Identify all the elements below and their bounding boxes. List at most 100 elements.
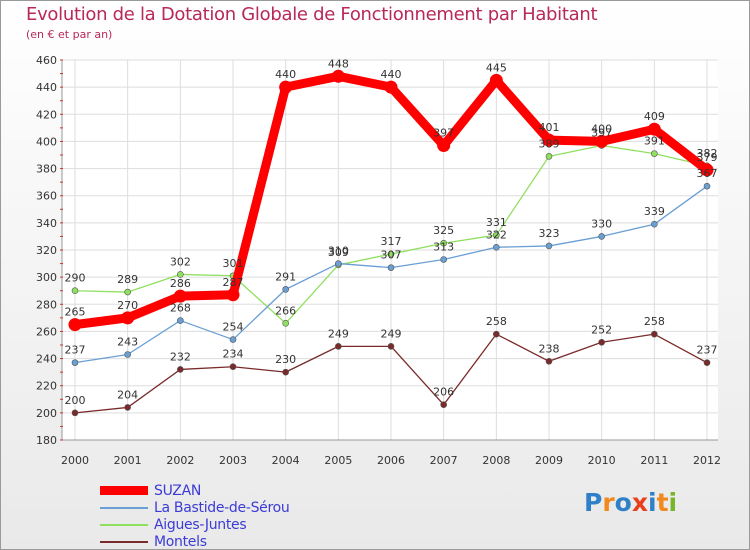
data-label-aigues-juntes-2000: 290 [65,272,86,285]
data-point-la-bastide-de-serou-2003 [229,336,237,343]
data-label-la-bastide-de-serou-2004: 291 [275,270,296,283]
data-label-aigues-juntes-2003: 301 [223,257,244,270]
data-label-la-bastide-de-serou-2003: 254 [223,321,244,334]
chart-title: Evolution de la Dotation Globale de Fonc… [26,4,598,25]
data-point-montels-2005 [335,343,342,350]
data-point-aigues-juntes-2007 [440,239,447,247]
data-point-montels-2001 [124,404,131,411]
x-tick-label-2000: 2000 [61,454,89,467]
data-label-montels-2010: 252 [591,323,612,336]
data-label-aigues-juntes-2001: 289 [117,273,138,286]
data-point-montels-2006 [387,343,395,350]
x-tick-label-2006: 2006 [377,454,405,467]
y-tick-label-180: 180 [36,434,57,447]
data-point-montels-2009 [545,357,553,365]
data-label-montels-2004: 230 [275,353,296,366]
data-point-suzan-2005 [331,69,345,83]
y-tick-label-320: 320 [36,244,57,257]
legend-item: La Bastide-de-Sérou [100,499,290,516]
y-tick-label-400: 400 [36,135,57,148]
y-tick-label-380: 380 [36,163,57,176]
data-point-la-bastide-de-serou-2007 [440,256,447,263]
logo-letter: x [631,488,648,517]
data-point-aigues-juntes-2006 [387,250,395,258]
data-point-aigues-juntes-2009 [545,153,553,160]
data-point-montels-2011 [651,330,658,338]
y-tick-label-440: 440 [36,81,57,94]
data-label-montels-2001: 204 [117,388,138,401]
data-label-montels-2007: 206 [433,386,454,399]
data-point-la-bastide-de-serou-2004 [282,286,289,293]
data-label-la-bastide-de-serou-2005: 310 [328,245,349,258]
x-tick-label-2008: 2008 [482,454,510,467]
data-label-aigues-juntes-2007: 325 [433,224,454,237]
proxiti-logo: Proxiti [584,488,677,517]
legend-label: SUZAN [154,482,202,499]
data-point-la-bastide-de-serou-2011 [651,220,658,228]
data-point-la-bastide-de-serou-2009 [545,242,553,250]
y-tick-label-200: 200 [36,407,57,420]
data-point-aigues-juntes-2000 [71,287,79,295]
data-label-la-bastide-de-serou-2010: 330 [591,217,612,230]
data-label-montels-2012: 237 [697,344,718,357]
data-point-suzan-2002 [173,289,187,303]
data-point-suzan-2000 [68,318,82,332]
x-tick-label-2004: 2004 [272,454,300,467]
y-tick-label-220: 220 [36,380,57,393]
data-point-la-bastide-de-serou-2005 [335,260,342,267]
legend-label: Aigues-Juntes [154,516,247,533]
data-label-aigues-juntes-2010: 397 [591,127,612,140]
data-label-suzan-2012: 379 [697,151,718,164]
x-tick-label-2011: 2011 [640,454,668,467]
data-label-aigues-juntes-2008: 331 [486,216,507,229]
data-label-montels-2009: 238 [539,342,560,355]
data-point-montels-2010 [598,338,605,346]
logo-letter: i [648,488,657,517]
legend-item: Montels [100,533,289,550]
x-tick-label-2012: 2012 [693,454,721,467]
legend-item: SUZAN [100,482,289,499]
data-point-la-bastide-de-serou-2000 [71,359,79,366]
data-label-suzan-2000: 265 [65,306,86,319]
logo-letter: P [584,488,603,517]
legend-swatch [100,540,148,543]
data-label-montels-2005: 249 [328,327,349,340]
data-label-la-bastide-de-serou-2012: 367 [697,167,718,180]
legend-swatch [100,523,148,526]
data-point-montels-2012 [703,359,711,366]
data-point-la-bastide-de-serou-2006 [387,264,395,271]
data-label-la-bastide-de-serou-2001: 243 [117,336,138,349]
data-label-montels-2003: 234 [223,348,244,361]
data-label-suzan-2003: 287 [223,276,244,289]
data-label-montels-2008: 258 [486,315,507,328]
data-point-la-bastide-de-serou-2012 [703,182,711,190]
data-label-suzan-2002: 286 [170,277,191,290]
data-point-la-bastide-de-serou-2008 [493,243,500,251]
data-label-la-bastide-de-serou-2007: 313 [433,241,454,254]
data-point-aigues-juntes-2004 [282,319,289,327]
y-tick-label-420: 420 [36,108,57,121]
data-point-suzan-2007 [437,139,451,152]
data-label-suzan-2004: 440 [275,68,296,81]
data-label-montels-2011: 258 [644,315,665,328]
data-point-suzan-2001 [121,311,135,325]
data-point-montels-2000 [71,409,79,417]
data-label-suzan-2011: 409 [644,110,665,123]
data-label-suzan-2001: 270 [117,299,138,312]
data-label-la-bastide-de-serou-2009: 323 [539,227,560,240]
data-label-aigues-juntes-2005: 309 [328,246,349,259]
data-label-aigues-juntes-2011: 391 [644,135,665,148]
chart-subtitle: (en € et par an) [26,28,113,41]
data-label-suzan-2006: 440 [381,68,402,81]
data-point-montels-2003 [229,363,237,371]
y-tick-label-460: 460 [36,54,57,67]
y-tick-label-280: 280 [36,298,57,311]
data-label-la-bastide-de-serou-2000: 237 [65,344,86,357]
legend-swatch [100,486,148,495]
data-point-aigues-juntes-2011 [651,150,658,157]
data-label-suzan-2008: 445 [486,61,507,74]
data-label-la-bastide-de-serou-2011: 339 [644,205,665,218]
data-point-la-bastide-de-serou-2002 [177,317,184,324]
data-point-suzan-2009 [542,133,556,147]
